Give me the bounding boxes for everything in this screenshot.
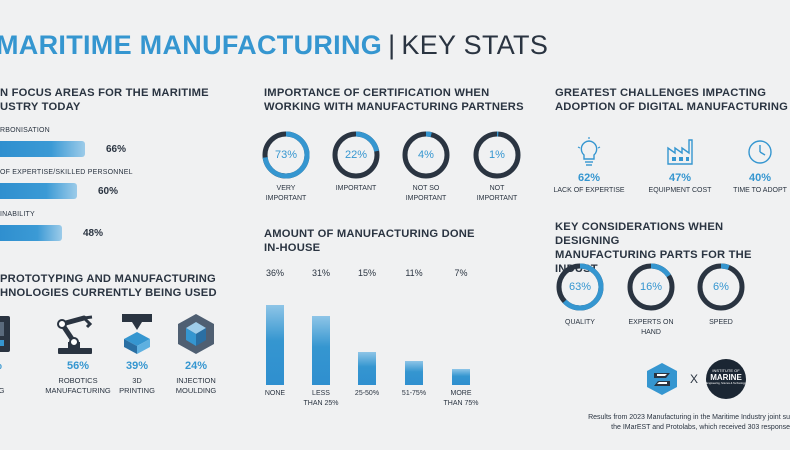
column-value-label: 7% (454, 268, 468, 278)
column-2 (312, 316, 330, 385)
technology-value: 56% (66, 360, 90, 372)
donut-category-label: NOT SO (412, 185, 440, 192)
column-value-label: 36% (265, 268, 284, 278)
column-category-label: THAN 75% (443, 400, 479, 407)
title-highlight: MARITIME MANUFACTURING (0, 30, 383, 60)
column-category-label: 51-75% (401, 390, 427, 397)
challenges-title: GREATEST CHALLENGES IMPACTING ADOPTION O… (555, 87, 789, 113)
certification-donut-4-arc (473, 131, 521, 179)
title-separator: | (388, 30, 396, 60)
logo-cross: X (690, 372, 699, 386)
considerations-donut-3-arc (697, 263, 745, 311)
certification-donut-3 (402, 131, 450, 179)
technology-label: INING (0, 386, 5, 395)
technology-value: 0% (0, 360, 14, 372)
donut-value-label: 63% (568, 281, 592, 293)
bar-value-label: 60% (98, 186, 119, 197)
technology-label: 3D (132, 376, 142, 385)
clock-icon (748, 140, 772, 164)
technology-label: MANUFACTURING (45, 386, 111, 395)
technology-label: ROBOTICS (58, 376, 98, 385)
considerations-donut-2 (627, 263, 675, 311)
column-4 (405, 361, 423, 385)
certification-donut-1-arc (262, 131, 310, 179)
lightbulb-icon (577, 137, 601, 166)
column-category-label: 25-50% (354, 390, 380, 397)
column-1 (266, 305, 284, 385)
challenge-label: TIME TO ADOPT (733, 187, 787, 194)
certification-title: IMPORTANCE OF CERTIFICATION WHEN WORKING… (264, 87, 524, 113)
donut-value-label: 22% (344, 149, 368, 161)
injection-moulding-icon (178, 314, 214, 354)
technology-value: 24% (184, 360, 208, 372)
bar-category-label: RBONISATION (0, 127, 50, 134)
column-3 (358, 352, 376, 385)
considerations-donut-1-arc (556, 263, 604, 311)
technology-label: C (0, 376, 34, 385)
technology-label: PRINTING (119, 386, 155, 395)
challenge-label: LACK OF EXPERTISE (553, 187, 625, 194)
donut-value-label: 16% (639, 281, 663, 293)
challenge-value: 47% (668, 172, 692, 184)
certification-donut-3-arc (402, 131, 450, 179)
donut-category-label: HAND (641, 329, 661, 336)
donut-category-label: NOT (489, 185, 505, 192)
column-value-label: 11% (405, 268, 423, 278)
bar-value-label: 48% (83, 228, 104, 239)
donut-category-label: IMPORTANT (265, 195, 307, 202)
donut-value-label: 73% (274, 149, 298, 161)
page-title: MARITIME MANUFACTURING | KEY STATS (0, 30, 548, 61)
donut-category-label: SPEED (709, 319, 733, 326)
considerations-donut-2-arc (627, 263, 675, 311)
donut-category-label: IMPORTANT (476, 195, 518, 202)
technology-label: INJECTION (176, 376, 216, 385)
imarest-logo: INSTITUTE OF MARINE Engineering, Science… (706, 359, 746, 399)
column-5 (452, 369, 470, 385)
cnc-machine-icon (0, 316, 10, 352)
3d-printer-icon (122, 314, 152, 354)
focus-areas-title: N FOCUS AREAS FOR THE MARITIME USTRY TOD… (0, 87, 209, 113)
donut-value-label: 1% (489, 149, 505, 161)
column-category-label: MORE (450, 390, 472, 397)
challenge-value: 62% (577, 172, 601, 184)
certification-donut-2 (332, 131, 380, 179)
protolabs-logo (647, 363, 677, 395)
donut-category-label: VERY (276, 185, 296, 192)
certification-donut-1 (262, 131, 310, 179)
bar-1 (0, 141, 85, 157)
column-category-label: LESS (312, 390, 330, 397)
technology-label: MOULDING (175, 386, 217, 395)
bar-category-label: OF EXPERTISE/SKILLED PERSONNEL (0, 169, 133, 176)
donut-value-label: 4% (418, 149, 434, 161)
column-category-label: THAN 25% (303, 400, 339, 407)
bar-3 (0, 225, 62, 241)
bar-value-label: 66% (106, 144, 127, 155)
technologies-title: PROTOTYPING AND MANUFACTURING HNOLOGIES … (0, 273, 217, 299)
bar-2 (0, 183, 77, 199)
certification-donut-4 (473, 131, 521, 179)
considerations-donut-1 (556, 263, 604, 311)
donut-category-label: IMPORTANT (335, 185, 377, 192)
footnote: Results from 2023 Manufacturing in the M… (588, 414, 790, 431)
challenge-value: 40% (748, 172, 772, 184)
donut-value-label: 6% (713, 281, 729, 293)
considerations-donut-3 (697, 263, 745, 311)
column-category-label: NONE (264, 390, 286, 397)
donut-category-label: EXPERTS ON (628, 319, 674, 326)
challenge-label: EQUIPMENT COST (648, 187, 712, 194)
column-value-label: 15% (357, 268, 376, 278)
donut-category-label: QUALITY (565, 319, 595, 326)
donut-category-label: IMPORTANT (405, 195, 447, 202)
factory-icon (667, 139, 693, 165)
robot-arm-icon (57, 315, 93, 354)
technology-value: 39% (125, 360, 149, 372)
column-value-label: 31% (311, 268, 330, 278)
title-rest: KEY STATS (401, 30, 549, 60)
inhouse-title: AMOUNT OF MANUFACTURING DONE IN-HOUSE (264, 228, 475, 254)
certification-donut-2-arc (332, 131, 380, 179)
bar-category-label: INABILITY (0, 211, 35, 218)
considerations-title: KEY CONSIDERATIONS WHEN DESIGNING MANUFA… (555, 221, 752, 275)
